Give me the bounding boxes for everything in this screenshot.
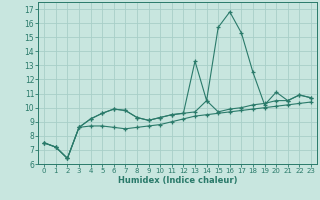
X-axis label: Humidex (Indice chaleur): Humidex (Indice chaleur)	[118, 176, 237, 185]
